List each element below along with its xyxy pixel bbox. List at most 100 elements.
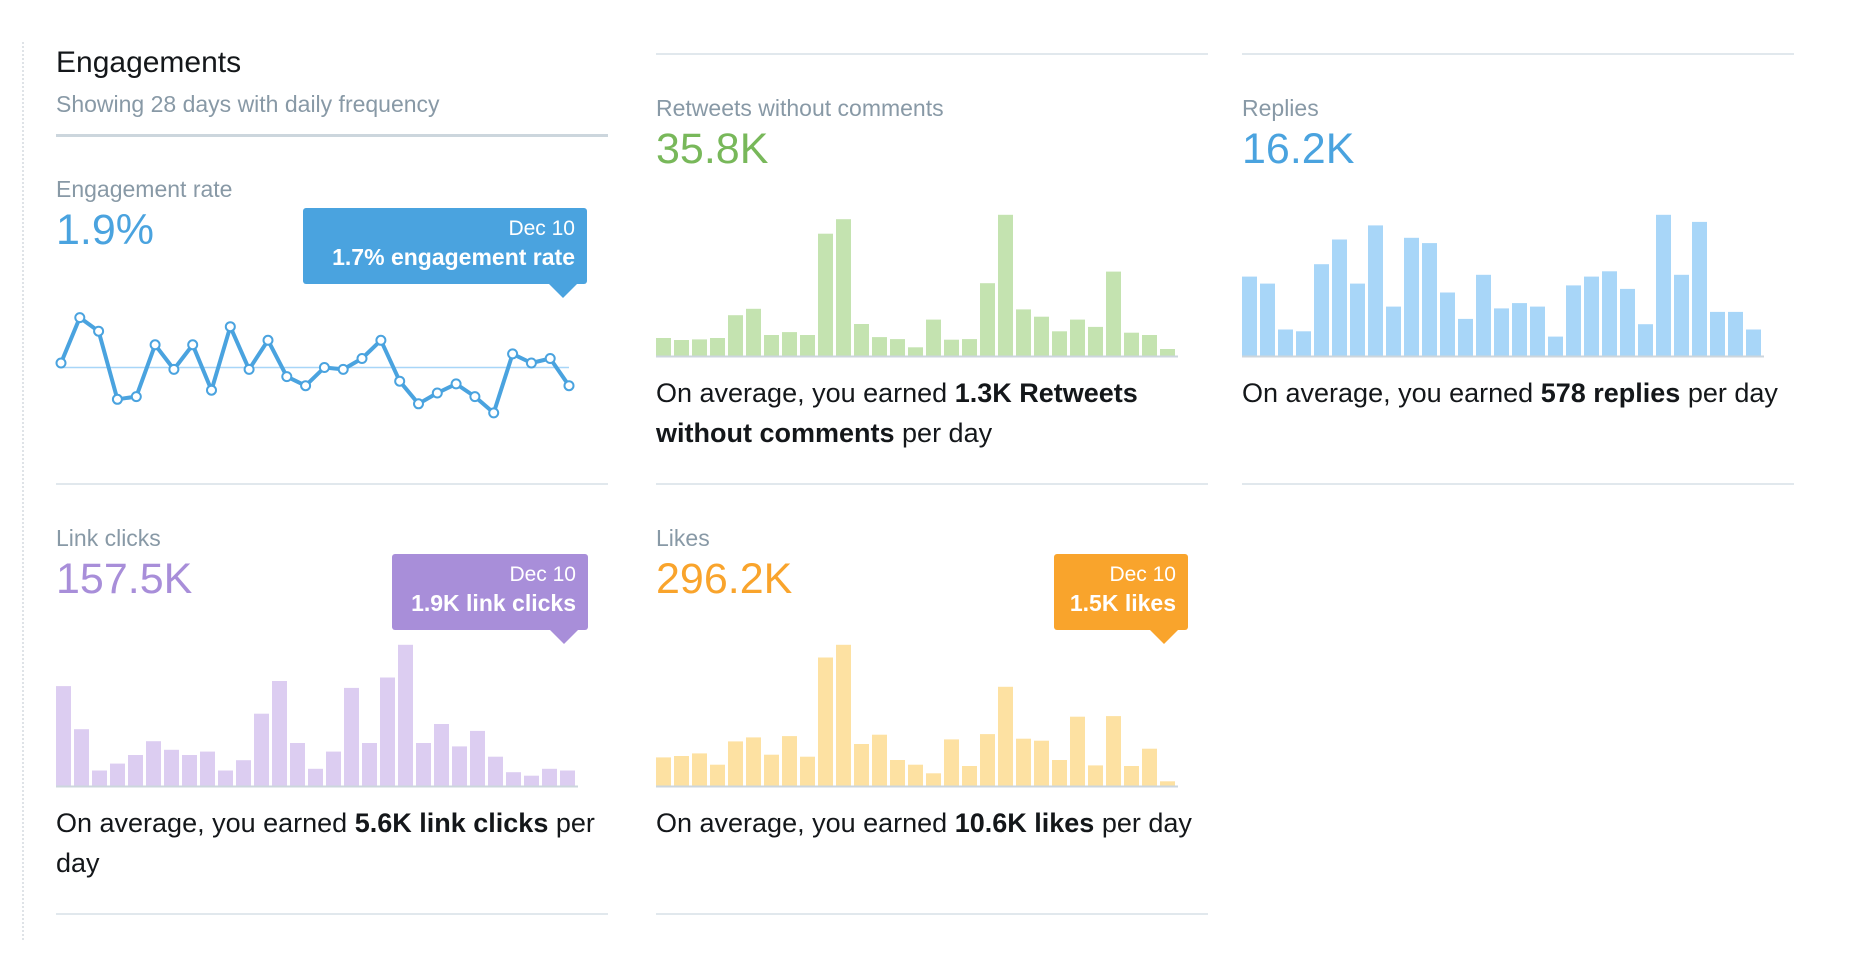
retweets-bar[interactable]: [1034, 316, 1049, 356]
engagement-rate-point[interactable]: [413, 398, 424, 410]
likes-bar[interactable]: [836, 644, 851, 786]
link-clicks-bar[interactable]: [398, 644, 413, 786]
engagement-rate-line-chart[interactable]: [55, 298, 581, 428]
engagement-rate-point[interactable]: [93, 325, 105, 337]
link-clicks-bar[interactable]: [380, 677, 395, 787]
engagement-rate-point[interactable]: [149, 339, 161, 351]
link-clicks-bar[interactable]: [236, 760, 251, 786]
replies-bar[interactable]: [1314, 264, 1329, 356]
likes-bar[interactable]: [710, 764, 725, 786]
likes-bar[interactable]: [1052, 760, 1067, 786]
replies-bar[interactable]: [1422, 243, 1437, 356]
retweets-bar[interactable]: [908, 347, 923, 356]
likes-bar[interactable]: [890, 760, 905, 786]
retweets-bar[interactable]: [1160, 349, 1175, 356]
likes-bar[interactable]: [1088, 765, 1103, 786]
replies-bar[interactable]: [1386, 306, 1401, 356]
replies-bar[interactable]: [1368, 225, 1383, 356]
replies-bar[interactable]: [1296, 331, 1311, 356]
likes-bar[interactable]: [692, 753, 707, 786]
replies-bar[interactable]: [1260, 283, 1275, 356]
replies-bar[interactable]: [1692, 221, 1707, 356]
replies-bar[interactable]: [1440, 292, 1455, 357]
engagement-rate-point[interactable]: [262, 334, 274, 346]
link-clicks-bar[interactable]: [110, 763, 125, 786]
likes-bar[interactable]: [746, 737, 761, 786]
engagement-rate-point[interactable]: [356, 353, 368, 364]
retweets-bar[interactable]: [1106, 271, 1121, 356]
likes-bar[interactable]: [782, 736, 797, 786]
link-clicks-bar[interactable]: [308, 768, 323, 786]
link-clicks-bar[interactable]: [146, 741, 161, 786]
link-clicks-bar[interactable]: [416, 743, 431, 786]
likes-bar[interactable]: [1124, 766, 1139, 786]
replies-bar[interactable]: [1530, 306, 1545, 356]
retweets-bar[interactable]: [728, 315, 743, 356]
engagement-rate-point[interactable]: [544, 353, 556, 364]
engagement-rate-point[interactable]: [394, 375, 406, 387]
link-clicks-bar[interactable]: [164, 749, 179, 786]
retweets-bar[interactable]: [710, 338, 725, 356]
engagement-rate-point[interactable]: [318, 362, 330, 373]
engagement-rate-point[interactable]: [111, 393, 123, 405]
retweets-bar[interactable]: [1016, 309, 1031, 356]
likes-bar[interactable]: [980, 734, 995, 786]
link-clicks-card[interactable]: Link clicks 157.5K Dec 10 1.9K link clic…: [56, 520, 608, 910]
replies-bar[interactable]: [1350, 283, 1365, 356]
likes-bar[interactable]: [1106, 716, 1121, 786]
retweets-bar[interactable]: [656, 338, 671, 356]
link-clicks-bar-chart[interactable]: [56, 635, 578, 788]
engagement-rate-point[interactable]: [300, 380, 312, 392]
retweets-bar[interactable]: [998, 214, 1013, 356]
retweets-bar[interactable]: [692, 339, 707, 356]
retweets-bar[interactable]: [962, 339, 977, 356]
engagement-rate-point[interactable]: [488, 407, 500, 419]
replies-bar[interactable]: [1566, 285, 1581, 356]
replies-bar[interactable]: [1476, 274, 1491, 356]
likes-bar[interactable]: [764, 754, 779, 786]
engagement-rate-point[interactable]: [187, 339, 199, 351]
retweets-bar[interactable]: [890, 339, 905, 356]
likes-bar[interactable]: [1016, 738, 1031, 786]
likes-bar[interactable]: [674, 756, 689, 786]
link-clicks-bar[interactable]: [74, 729, 89, 786]
retweets-bar[interactable]: [764, 335, 779, 356]
replies-bar[interactable]: [1620, 288, 1635, 356]
link-clicks-bar[interactable]: [128, 755, 143, 786]
link-clicks-bar[interactable]: [506, 772, 521, 786]
engagement-rate-point[interactable]: [74, 312, 86, 324]
likes-bar[interactable]: [908, 764, 923, 786]
replies-bar[interactable]: [1332, 239, 1347, 357]
retweets-bar[interactable]: [1124, 332, 1139, 356]
retweets-bar[interactable]: [1142, 335, 1157, 356]
retweets-bar-chart[interactable]: [656, 205, 1178, 358]
link-clicks-bar[interactable]: [56, 686, 71, 786]
link-clicks-bar[interactable]: [362, 743, 377, 786]
retweets-bar[interactable]: [1052, 331, 1067, 356]
link-clicks-bar[interactable]: [272, 681, 287, 786]
replies-bar[interactable]: [1512, 303, 1527, 356]
engagement-rate-point[interactable]: [375, 334, 387, 346]
replies-bar[interactable]: [1242, 276, 1257, 356]
engagement-rate-point[interactable]: [563, 380, 575, 392]
replies-bar[interactable]: [1584, 276, 1599, 356]
link-clicks-bar[interactable]: [488, 756, 503, 786]
link-clicks-bar[interactable]: [290, 743, 305, 786]
likes-bar[interactable]: [728, 741, 743, 786]
replies-bar[interactable]: [1278, 329, 1293, 357]
link-clicks-bar[interactable]: [452, 746, 467, 786]
replies-bar[interactable]: [1710, 311, 1725, 356]
replies-bar[interactable]: [1494, 308, 1509, 356]
retweets-bar[interactable]: [926, 319, 941, 356]
engagement-rate-point[interactable]: [507, 348, 519, 360]
replies-bar[interactable]: [1656, 214, 1671, 356]
retweets-bar[interactable]: [782, 332, 797, 356]
likes-bar[interactable]: [800, 756, 815, 786]
likes-bar[interactable]: [854, 744, 869, 786]
link-clicks-bar[interactable]: [182, 755, 197, 786]
likes-bar[interactable]: [656, 757, 671, 786]
link-clicks-bar[interactable]: [560, 770, 575, 787]
likes-bar[interactable]: [998, 686, 1013, 786]
likes-bar[interactable]: [926, 773, 941, 786]
engagement-rate-card[interactable]: Engagement rate 1.9% Dec 10 1.7% engagem…: [55, 170, 608, 480]
